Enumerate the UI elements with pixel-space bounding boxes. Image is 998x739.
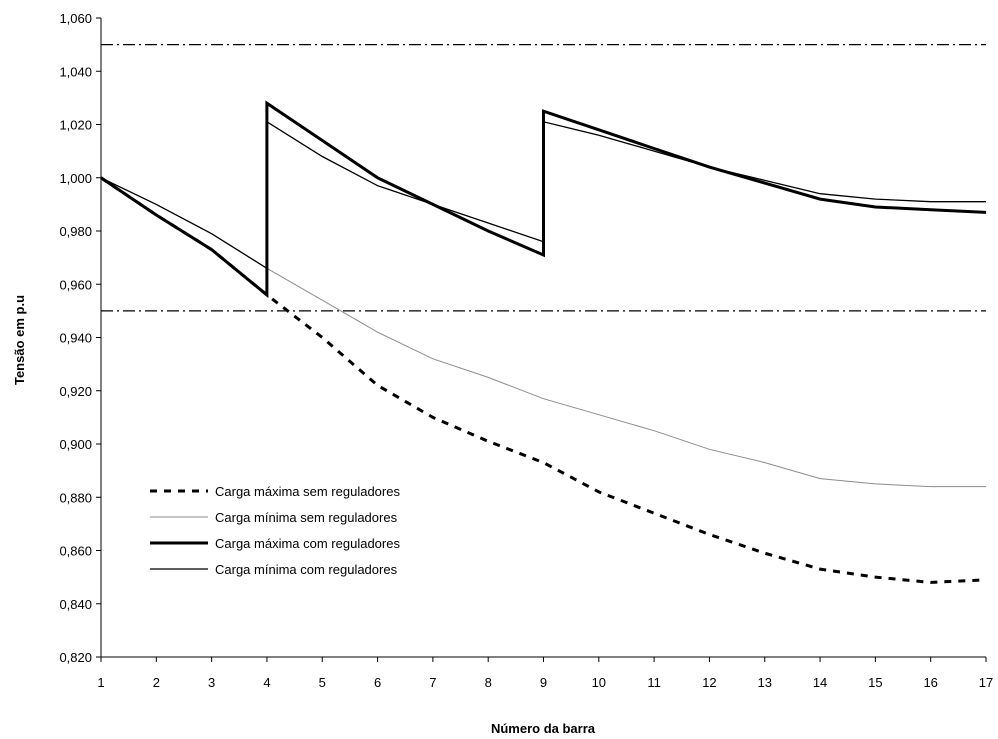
- x-tick-label: 1: [97, 675, 104, 690]
- y-tick-label: 0,820: [59, 650, 92, 665]
- series-lines: [100, 100, 987, 584]
- x-tick-label: 9: [540, 675, 547, 690]
- x-tick-label: 4: [263, 675, 270, 690]
- legend-label: Carga máxima sem reguladores: [215, 484, 400, 499]
- legend-label: Carga mínima com reguladores: [215, 562, 398, 577]
- y-tick-labels: 0,820 0,840 0,860 0,880 0,900 0,920 0,940 0,960…: [59, 11, 101, 665]
- x-tick-label: 14: [813, 675, 827, 690]
- legend-label: Carga máxima com reguladores: [215, 536, 400, 551]
- reference-lines: [101, 44, 986, 312]
- y-tick-label: 1,060: [59, 11, 92, 26]
- x-tick-label: 7: [429, 675, 436, 690]
- y-tick-label: 1,040: [59, 64, 92, 79]
- y-tick-label: 1,020: [59, 118, 92, 133]
- y-tick-label: 0,840: [59, 597, 92, 612]
- x-axis-title: Número da barra: [491, 721, 596, 736]
- legend-label: Carga mínima sem reguladores: [215, 510, 398, 525]
- y-axis-title: Tensão em p.u: [12, 295, 27, 385]
- y-tick-label: 0,920: [59, 384, 92, 399]
- x-tick-label: 2: [153, 675, 160, 690]
- x-tick-label: 5: [319, 675, 326, 690]
- y-tick-label: 0,860: [59, 544, 92, 559]
- y-tick-label: 0,940: [59, 331, 92, 346]
- legend: Carga máxima sem reguladores Carga mínima…: [150, 484, 400, 577]
- y-tick-label: 0,900: [59, 437, 92, 452]
- x-tick-label: 3: [208, 675, 215, 690]
- y-tick-label: 0,980: [59, 224, 92, 239]
- series-line: [100, 120, 986, 270]
- y-tick-label: 0,960: [59, 277, 92, 292]
- y-tick-label: 0,880: [59, 490, 92, 505]
- y-tick-label: 1,000: [59, 171, 92, 186]
- series-line: [100, 176, 987, 584]
- series-line: [100, 100, 987, 299]
- x-tick-label: 11: [647, 675, 661, 690]
- x-tick-label: 10: [592, 675, 606, 690]
- x-tick-label: 15: [868, 675, 882, 690]
- x-tick-label: 13: [758, 675, 772, 690]
- x-tick-labels: 1 2 3 4 5 6 7 8 9 10 11 12 13 14 15 16 17: [97, 657, 993, 690]
- x-tick-label: 12: [702, 675, 716, 690]
- x-tick-label: 16: [923, 675, 937, 690]
- x-tick-label: 8: [485, 675, 492, 690]
- x-tick-label: 17: [979, 675, 993, 690]
- x-tick-label: 6: [374, 675, 381, 690]
